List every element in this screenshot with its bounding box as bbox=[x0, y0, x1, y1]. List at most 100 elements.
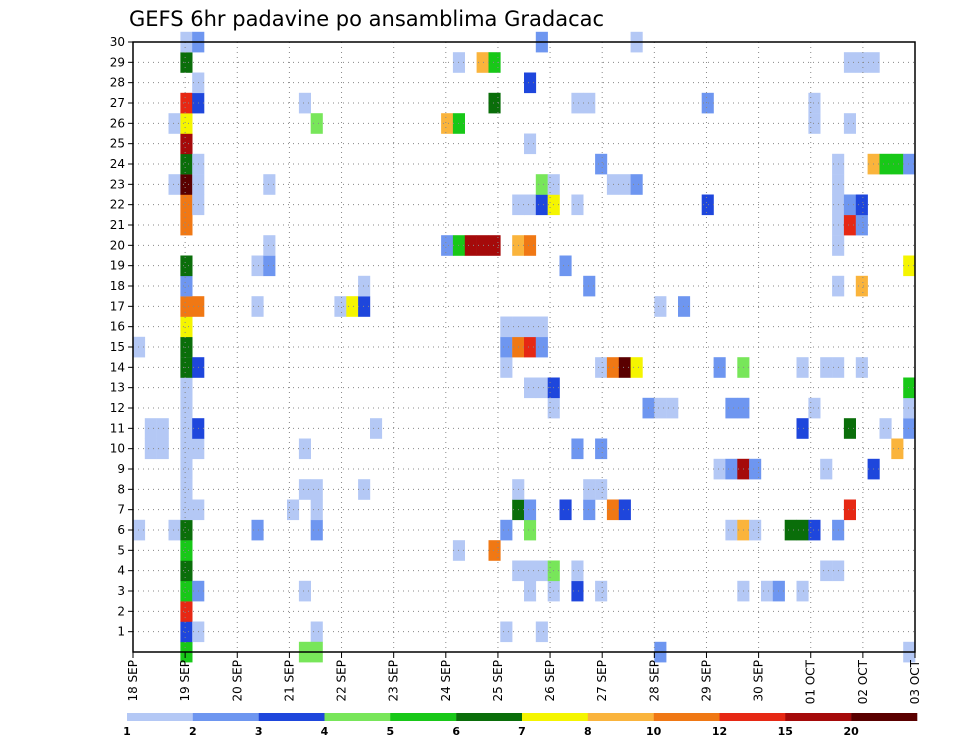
y-tick-label: 18 bbox=[110, 279, 125, 293]
legend-swatch bbox=[719, 713, 786, 721]
y-tick-label: 5 bbox=[117, 543, 125, 557]
heatmap-cell bbox=[606, 357, 619, 378]
heatmap-cell bbox=[180, 52, 193, 73]
heatmap-cell bbox=[535, 560, 548, 582]
heatmap-cell bbox=[251, 255, 264, 277]
heatmap-cell bbox=[595, 438, 608, 460]
legend-label: 15 bbox=[778, 725, 793, 738]
heatmap-cell bbox=[180, 621, 193, 643]
legend-label: 3 bbox=[255, 725, 263, 738]
heatmap-cell bbox=[749, 519, 762, 541]
heatmap-cell bbox=[180, 540, 193, 561]
legend-label: 12 bbox=[712, 725, 727, 738]
heatmap-cell bbox=[843, 499, 856, 521]
heatmap-cell bbox=[524, 235, 537, 256]
legend-swatch bbox=[192, 713, 259, 721]
heatmap-cell bbox=[180, 113, 193, 134]
heatmap-cell bbox=[441, 113, 454, 134]
legend-swatch bbox=[785, 713, 852, 721]
heatmap-cell bbox=[180, 357, 193, 378]
heatmap-cell bbox=[334, 296, 347, 317]
heatmap-cell bbox=[535, 194, 548, 216]
heatmap-cell bbox=[180, 255, 193, 277]
x-tick-label: 03 OCT bbox=[908, 659, 922, 704]
heatmap-cell bbox=[180, 194, 193, 216]
legend-swatch bbox=[851, 713, 918, 721]
heatmap-cell bbox=[180, 560, 193, 582]
heatmap-cell bbox=[524, 316, 537, 338]
heatmap-cell bbox=[891, 438, 904, 460]
x-tick-label: 18 SEP bbox=[126, 660, 140, 702]
legend-label: 7 bbox=[518, 725, 526, 738]
y-tick-label: 11 bbox=[110, 421, 125, 435]
heatmap-cell bbox=[713, 357, 726, 378]
heatmap-cell bbox=[180, 458, 193, 480]
y-tick-label: 24 bbox=[110, 157, 125, 171]
heatmap-cell bbox=[583, 479, 596, 500]
heatmap-cell bbox=[796, 580, 809, 602]
legend-label: 2 bbox=[189, 725, 197, 738]
y-tick-label: 15 bbox=[110, 340, 125, 354]
heatmap-cell bbox=[654, 296, 667, 317]
heatmap-cell bbox=[180, 336, 193, 358]
y-tick-label: 25 bbox=[110, 137, 125, 151]
legend-label: 4 bbox=[321, 725, 329, 738]
heatmap-cell bbox=[524, 499, 537, 521]
y-tick-label: 12 bbox=[110, 401, 125, 415]
heatmap-cell bbox=[500, 357, 513, 378]
heatmap-cell bbox=[180, 133, 193, 155]
heatmap-cell bbox=[180, 275, 193, 297]
heatmap-cell bbox=[500, 336, 513, 358]
heatmap-cell bbox=[879, 418, 892, 439]
y-tick-label: 28 bbox=[110, 76, 125, 90]
heatmap-cell bbox=[180, 153, 193, 175]
legend-label: 6 bbox=[452, 725, 460, 738]
x-tick-label: 21 SEP bbox=[282, 660, 296, 702]
legend-swatch bbox=[258, 713, 325, 721]
heatmap-cell bbox=[476, 52, 489, 73]
heatmap-cell bbox=[346, 296, 359, 317]
heatmap-cell bbox=[903, 153, 916, 175]
y-tick-label: 10 bbox=[110, 442, 125, 456]
heatmap-cell bbox=[571, 438, 584, 460]
heatmap-cell bbox=[370, 418, 383, 439]
x-tick-label: 22 SEP bbox=[335, 660, 349, 702]
y-tick-label: 1 bbox=[117, 625, 125, 639]
heatmap-cell bbox=[535, 174, 548, 195]
y-tick-label: 26 bbox=[110, 116, 125, 130]
heatmap-cell bbox=[713, 458, 726, 480]
heatmap-cell bbox=[180, 479, 193, 500]
heatmap-cell bbox=[441, 235, 454, 256]
heatmap-cell bbox=[796, 519, 809, 541]
heatmap-cell bbox=[725, 458, 738, 480]
heatmap-cell bbox=[903, 255, 916, 277]
y-tick-label: 3 bbox=[117, 584, 125, 598]
heatmap-cell bbox=[524, 72, 537, 94]
x-tick-label: 28 SEP bbox=[647, 660, 661, 702]
heatmap-cell bbox=[180, 499, 193, 521]
heatmap-cell bbox=[666, 397, 679, 419]
heatmap-cell bbox=[535, 621, 548, 643]
legend-swatch bbox=[522, 713, 589, 721]
heatmap-cell bbox=[784, 519, 797, 541]
heatmap-cell bbox=[583, 499, 596, 521]
heatmap-cell bbox=[180, 214, 193, 236]
legend-label: 20 bbox=[844, 725, 860, 738]
heatmap-cell bbox=[820, 560, 833, 582]
heatmap-cell bbox=[358, 479, 371, 500]
y-tick-label: 8 bbox=[117, 482, 125, 496]
heatmap-cell bbox=[310, 621, 323, 643]
heatmap-cell bbox=[358, 296, 371, 317]
heatmap-cell bbox=[571, 560, 584, 582]
heatmap-cell bbox=[156, 438, 169, 460]
y-tick-label: 4 bbox=[117, 564, 125, 578]
heatmap-cell bbox=[180, 296, 193, 317]
heatmap-cell bbox=[855, 214, 868, 236]
heatmap-cell bbox=[820, 458, 833, 480]
heatmap-cell bbox=[843, 194, 856, 216]
heatmap-cell bbox=[761, 580, 774, 602]
y-tick-label: 29 bbox=[110, 55, 125, 69]
heatmap-cell bbox=[808, 519, 821, 541]
heatmap-cell bbox=[808, 113, 821, 134]
